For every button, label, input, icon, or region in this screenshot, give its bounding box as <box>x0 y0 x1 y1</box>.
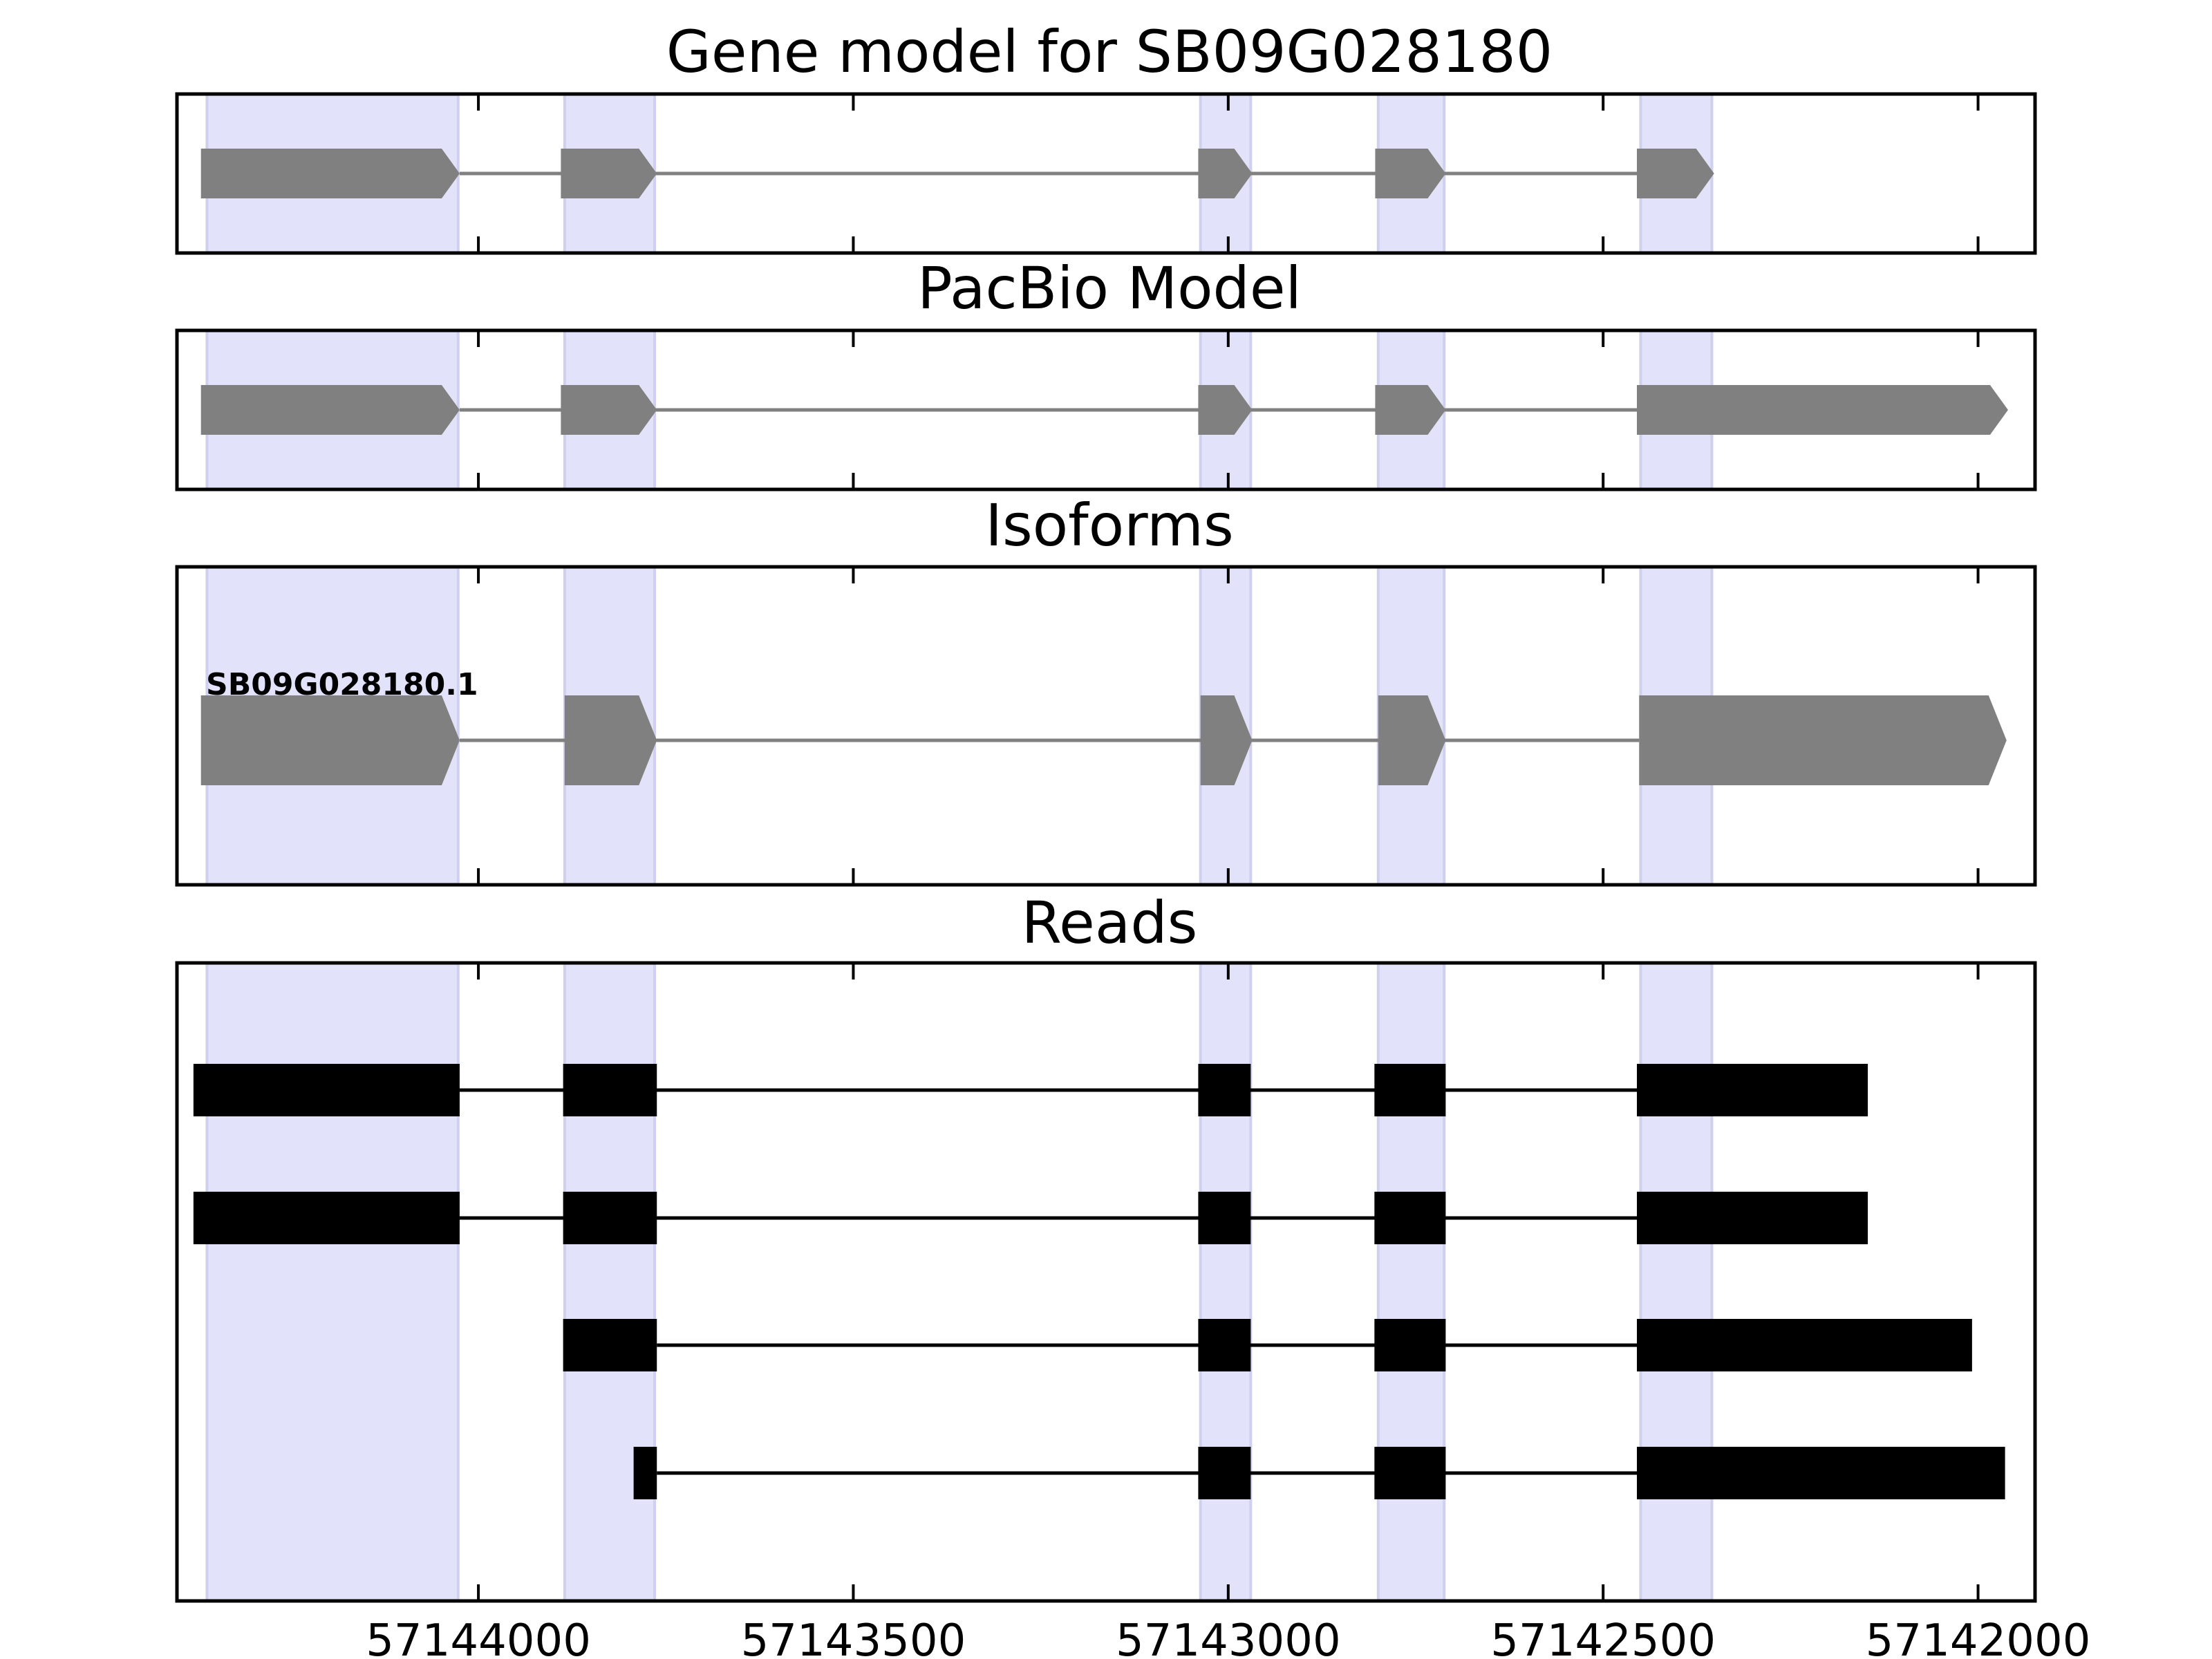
exon-highlight-band <box>1199 962 1253 1602</box>
exon-arrow <box>1200 695 1253 785</box>
exon-arrow <box>200 385 460 435</box>
exon-arrow <box>564 695 657 785</box>
exon-arrow <box>561 149 657 198</box>
x-tick-label: 57143000 <box>1116 1615 1341 1659</box>
isoform-label: SB09G028180.1 <box>206 667 478 702</box>
read-block <box>1198 1319 1251 1371</box>
read-block <box>1637 1192 1868 1244</box>
exon-highlight-band <box>1376 962 1446 1602</box>
panel-frame <box>175 328 2037 491</box>
read-block <box>563 1192 657 1244</box>
read-block <box>633 1447 657 1499</box>
read-block <box>1198 1064 1251 1116</box>
read-block <box>193 1064 460 1116</box>
panel-title-reads: Reads <box>1022 889 1198 957</box>
x-tick-label: 57142000 <box>1866 1615 2091 1659</box>
read-block <box>1374 1319 1446 1371</box>
read-block <box>563 1064 657 1116</box>
exon-highlight-band <box>563 962 656 1602</box>
panel-isoforms <box>175 565 2037 887</box>
panel-frame <box>175 92 2037 255</box>
read-block <box>1374 1192 1446 1244</box>
read-block <box>193 1192 460 1244</box>
panel-reads <box>175 961 2037 1603</box>
panel-title-gene-model: Gene model for SB09G028180 <box>666 18 1553 86</box>
read-block <box>1637 1447 2005 1499</box>
exon-arrow <box>1378 695 1446 785</box>
read-block <box>1637 1319 1972 1371</box>
exon-arrow <box>1198 385 1253 435</box>
exon-arrow <box>1198 149 1253 198</box>
panel-title-isoforms: Isoforms <box>985 491 1234 559</box>
exon-highlight-band <box>205 962 460 1602</box>
read-block <box>1374 1064 1446 1116</box>
x-tick-label: 57144000 <box>366 1615 591 1659</box>
exon-arrow <box>1639 695 2007 785</box>
exon-arrow <box>200 149 460 198</box>
read-block <box>563 1319 657 1371</box>
exon-arrow <box>1637 149 1714 198</box>
x-tick-label: 57142500 <box>1490 1615 1716 1659</box>
read-block <box>1198 1447 1251 1499</box>
exon-arrow <box>561 385 657 435</box>
panel-frame <box>175 961 2037 1603</box>
read-block <box>1637 1064 1868 1116</box>
x-axis-tick-labels: 57144000 57143500 57143000 57142500 5714… <box>366 1615 2090 1659</box>
exon-arrow <box>1375 149 1446 198</box>
exon-highlight-band <box>1639 962 1714 1602</box>
panel-title-pacbio-model: PacBio Model <box>917 254 1302 322</box>
panel-gene-model <box>175 92 2037 255</box>
exon-arrow <box>1637 385 2008 435</box>
panel-frame <box>175 565 2037 887</box>
read-block <box>1198 1192 1251 1244</box>
exon-arrow <box>200 695 460 785</box>
exon-arrow <box>1375 385 1446 435</box>
read-block <box>1374 1447 1446 1499</box>
x-tick-label: 57143500 <box>741 1615 966 1659</box>
panel-pacbio-model <box>175 328 2037 491</box>
